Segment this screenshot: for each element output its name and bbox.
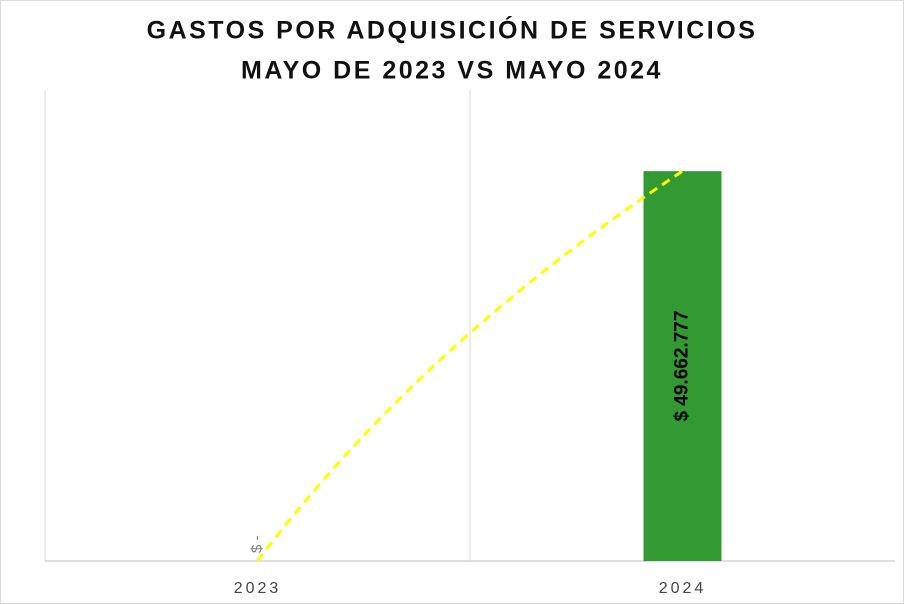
chart-title: MAYO DE 2023 VS MAYO 2024 (241, 57, 663, 85)
data-label: $ 49.662.777 (672, 311, 693, 422)
data-label: $ - (248, 535, 265, 553)
x-tick-label: 2024 (659, 580, 707, 597)
x-tick-label: 2023 (234, 580, 282, 597)
chart-title: GASTOS POR ADQUISICIÓN DE SERVICIOS (147, 15, 758, 45)
bar (643, 171, 722, 561)
trendline (256, 169, 684, 562)
